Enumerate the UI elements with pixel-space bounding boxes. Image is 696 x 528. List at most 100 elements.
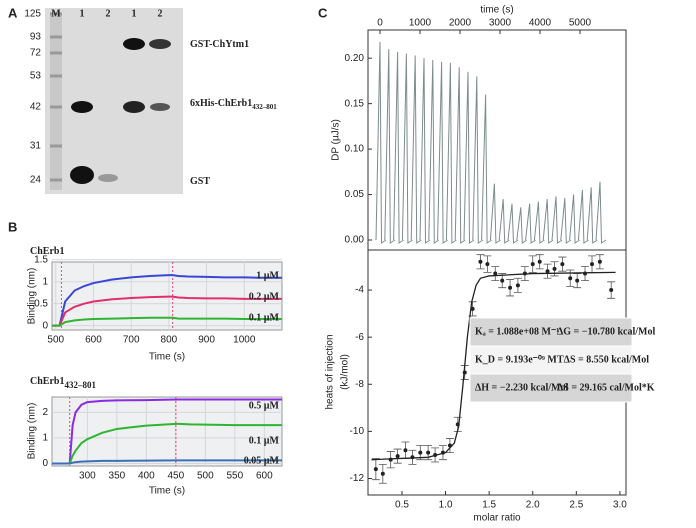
y-tick-label: 0 — [42, 458, 48, 469]
data-point — [575, 278, 580, 283]
marker-lane — [50, 12, 62, 190]
title-text: ChErb1 — [30, 246, 64, 257]
legend-label: 0.05 µM — [244, 455, 280, 466]
gel — [45, 8, 183, 194]
stats-text: TΔS = 8.550 kcal/Mol — [557, 354, 649, 365]
gel-band — [71, 101, 93, 113]
lane-label: 1 — [132, 8, 137, 19]
injection-peak — [595, 181, 607, 244]
data-point — [485, 262, 490, 267]
lane-label: 2 — [158, 8, 163, 19]
marker-band — [50, 51, 62, 55]
band-name: 6xHis-ChErb1 — [190, 98, 252, 109]
x-axis-label: Time (s) — [149, 486, 185, 497]
stats-text: ΔS = 29.165 cal/Mol*K — [557, 382, 655, 393]
band-name: GST — [190, 176, 210, 187]
lane-label: 1 — [80, 8, 85, 19]
injection-peak — [419, 58, 431, 244]
lane-label: 2 — [106, 8, 111, 19]
y-tick-label: 0.15 — [345, 98, 365, 109]
marker-band — [50, 74, 62, 78]
y-tick-label: 2 — [42, 407, 48, 418]
data-point — [426, 450, 431, 455]
legend-label: 0.5 µM — [249, 400, 280, 411]
data-point — [493, 271, 498, 276]
y-axis-label: DP (µJ/s) — [331, 119, 342, 161]
chart-title: ChErb1432–801 — [30, 376, 96, 390]
data-point — [403, 448, 408, 453]
x-tick-label: 1.0 — [439, 500, 453, 511]
title-text: ChErb1 — [30, 376, 64, 387]
gel-band — [149, 39, 171, 49]
x-tick-label: 3000 — [489, 18, 512, 29]
binding-curve — [52, 422, 282, 465]
panel-label: A — [8, 5, 18, 20]
data-point — [478, 259, 483, 264]
gel-band — [123, 38, 145, 50]
binding-curve — [52, 274, 282, 327]
marker-label: 42 — [30, 102, 42, 113]
data-point — [515, 283, 520, 288]
injection-peak — [393, 51, 404, 244]
injection-peak — [472, 76, 484, 244]
x-tick-label: 300 — [79, 471, 96, 482]
y-tick-label: 1 — [42, 433, 48, 444]
marker-label: 125 — [24, 9, 41, 20]
gel-band — [150, 103, 170, 111]
binding-curve — [52, 459, 282, 465]
data-point — [530, 262, 535, 267]
x-tick-label: 500 — [197, 471, 214, 482]
marker-label: 72 — [30, 48, 42, 59]
band-name: GST-ChYtm1 — [190, 39, 249, 50]
y-tick-label: 0.20 — [345, 53, 365, 64]
gel-band — [123, 101, 145, 113]
x-tick-label: 1.5 — [482, 500, 496, 511]
injection-peak — [410, 55, 422, 244]
band-label: 6xHis-ChErb1432–801 — [190, 98, 277, 110]
x-tick-label: 500 — [47, 335, 64, 346]
legend-label: 0.1 µM — [249, 435, 280, 446]
injection-peak — [481, 94, 492, 244]
injection-peak — [384, 49, 396, 244]
injection-peak — [551, 196, 563, 244]
y-axis-label: Binding (nm) — [27, 403, 38, 460]
data-point — [508, 285, 513, 290]
band-subscript: 432–801 — [252, 103, 277, 111]
binding-curve — [52, 295, 282, 327]
title-subscript: 432–801 — [64, 380, 96, 390]
legend-label: 1 µM — [256, 270, 279, 281]
stats-text: Kₐ = 1.088e+08 M⁻¹ — [475, 326, 559, 337]
y-tick-label: -10 — [350, 426, 365, 437]
data-point — [395, 454, 400, 459]
x-tick-label: 450 — [168, 471, 185, 482]
panel-label: C — [318, 5, 328, 20]
y-axis-label: heats of injection — [325, 334, 336, 409]
x-axis-label: molar ratio — [473, 513, 521, 524]
legend-label: 0.2 µM — [249, 291, 280, 302]
x-tick-label: 1000 — [409, 18, 432, 29]
data-point — [500, 278, 505, 283]
legend-label: 0.1 µM — [249, 312, 280, 323]
y-tick-label: 1.5 — [34, 254, 48, 265]
x-tick-label: 5000 — [569, 18, 592, 29]
x-tick-label: 900 — [198, 335, 215, 346]
x-tick-label: 0 — [377, 18, 383, 29]
data-point — [537, 259, 542, 264]
x-axis-label: time (s) — [480, 5, 513, 16]
data-point — [373, 467, 378, 472]
x-tick-label: 800 — [161, 335, 178, 346]
y-tick-label: -4 — [355, 285, 364, 296]
marker-label: 24 — [30, 175, 42, 186]
x-tick-label: 600 — [85, 335, 102, 346]
data-point — [545, 269, 550, 274]
band-label: GST — [190, 176, 210, 187]
injection-peak — [569, 194, 580, 244]
injection-peak — [542, 199, 554, 244]
binding-curve — [52, 316, 282, 327]
x-tick-label: 550 — [226, 471, 243, 482]
x-tick-label: 3.0 — [613, 500, 627, 511]
fit-curve — [371, 271, 616, 461]
injection-peak — [560, 198, 572, 244]
data-point — [560, 262, 565, 267]
